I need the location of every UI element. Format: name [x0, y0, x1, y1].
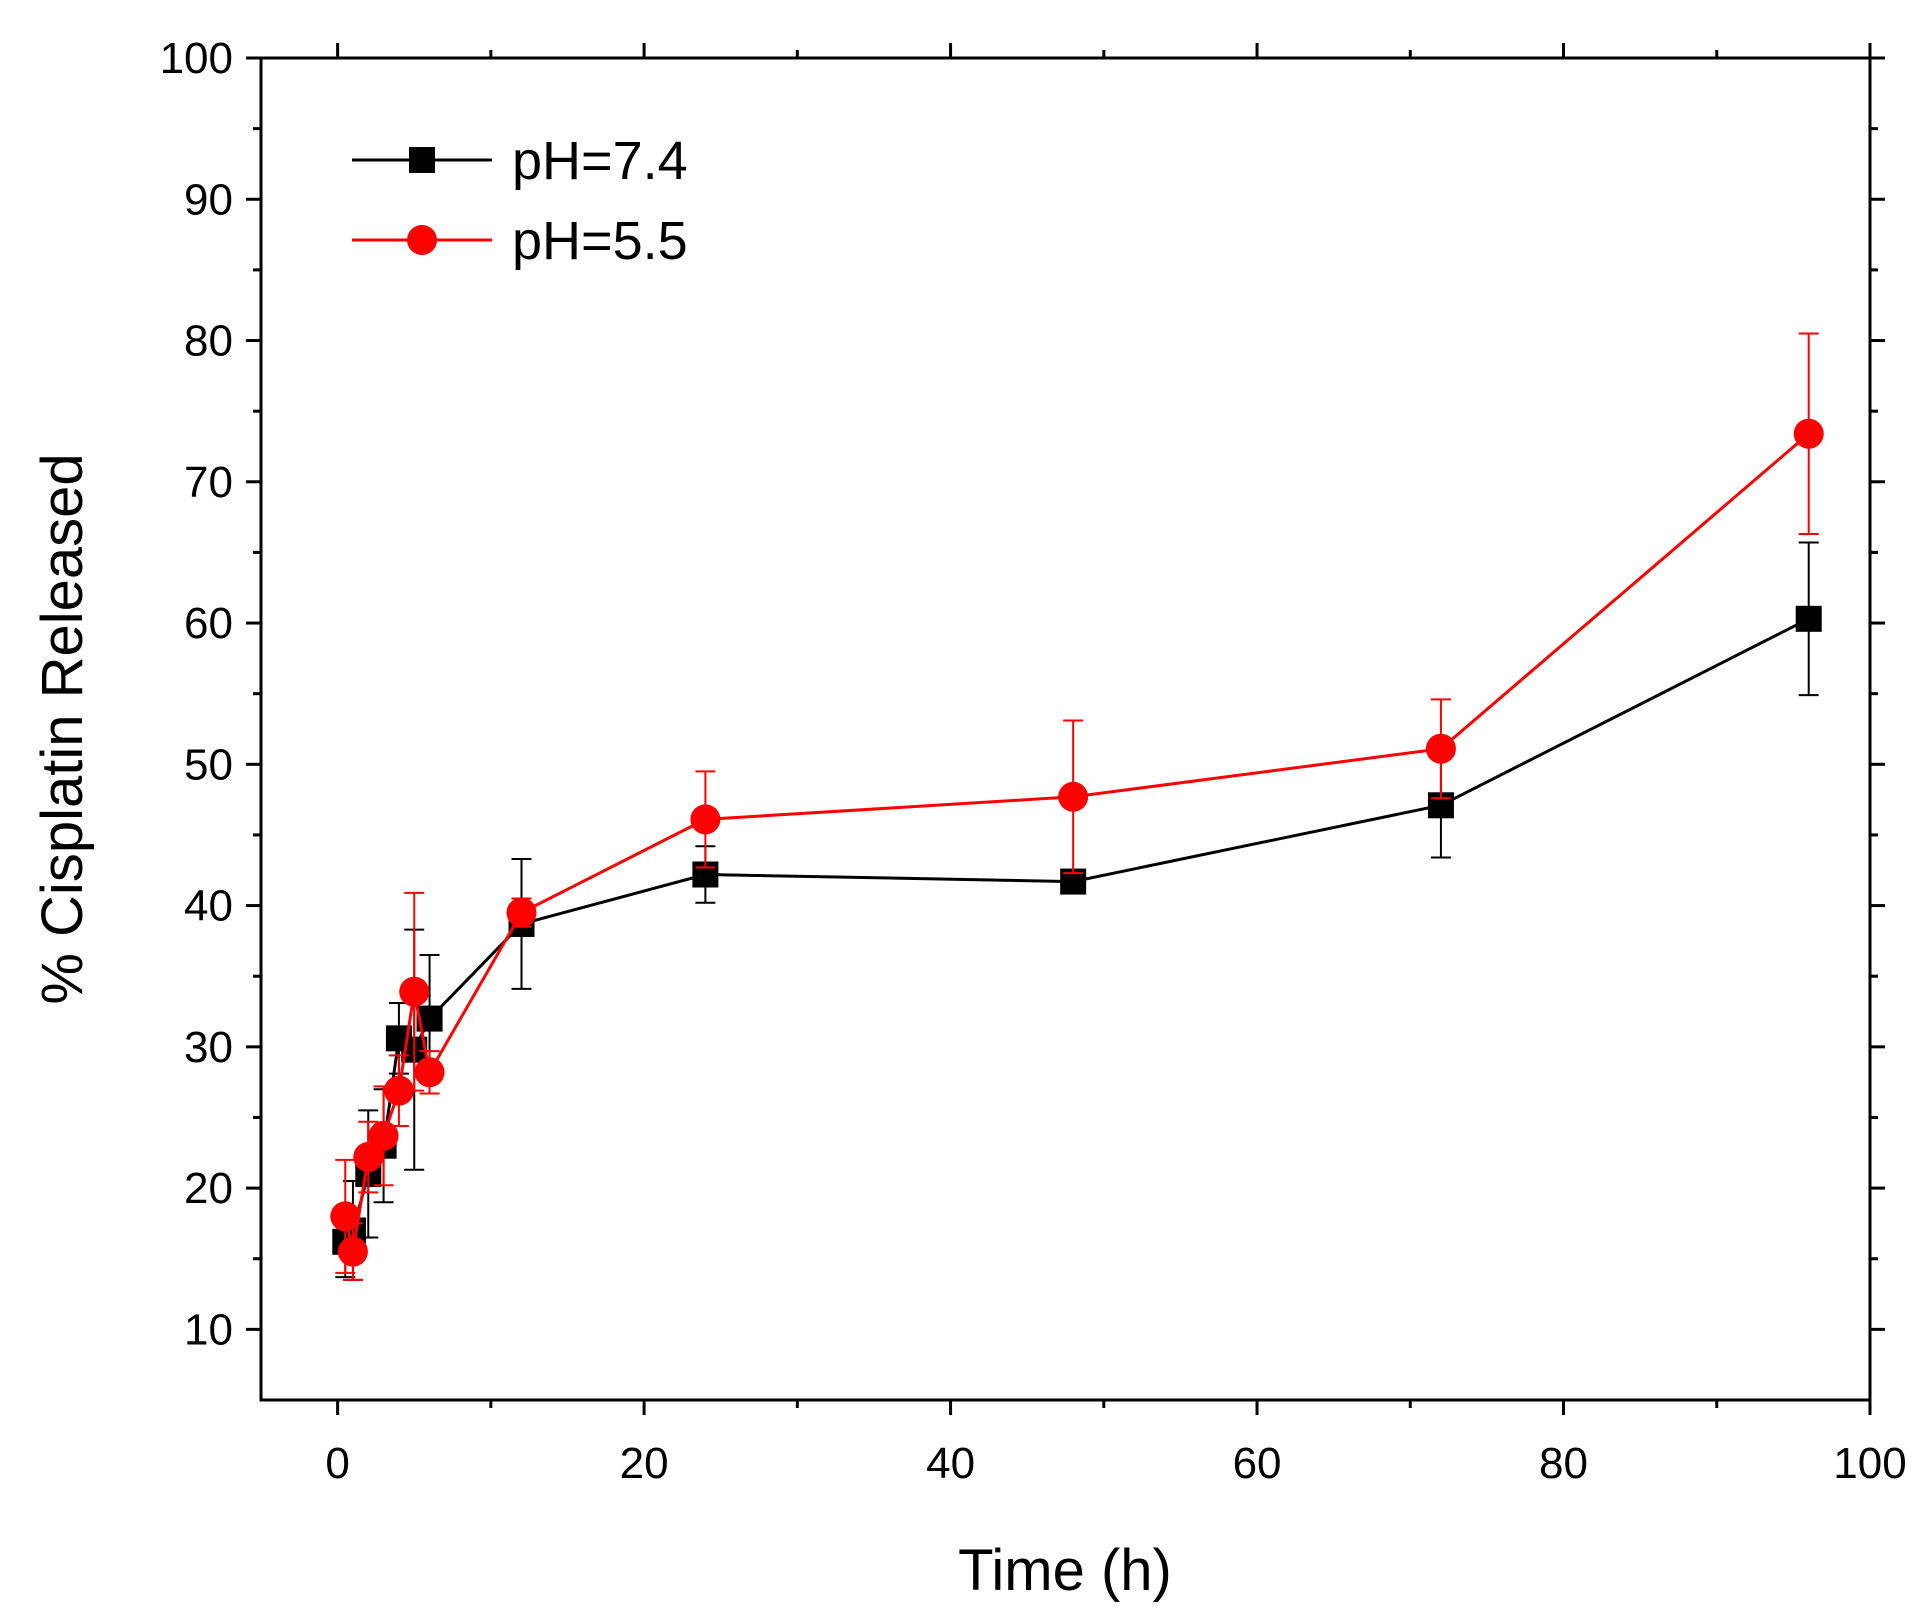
- y-axis-title: % Cisplatin Released: [30, 453, 95, 1004]
- data-point: [1795, 605, 1822, 632]
- x-tick-label: 40: [926, 1439, 975, 1488]
- legend: pH=7.4 pH=5.5: [352, 131, 688, 271]
- series-layer: [330, 332, 1824, 1281]
- x-axis-title: Time (h): [958, 1538, 1172, 1603]
- data-point: [506, 897, 537, 928]
- x-tick-label: 60: [1233, 1439, 1282, 1488]
- data-point: [368, 1120, 399, 1151]
- x-tick-label: 20: [620, 1439, 669, 1488]
- data-point: [414, 1057, 445, 1088]
- x-tick-label: 80: [1539, 1439, 1588, 1488]
- data-point: [399, 976, 430, 1007]
- legend-label-ph74: pH=7.4: [512, 131, 688, 191]
- data-point: [383, 1075, 414, 1106]
- y-tick-label: 50: [184, 740, 233, 789]
- series-ph74: [332, 541, 1822, 1281]
- legend-marker-ph74: [409, 147, 435, 173]
- data-point: [1058, 781, 1089, 812]
- series-ph55: [330, 332, 1824, 1281]
- x-axis: 0 20 40 60 80 100: [325, 43, 1907, 1488]
- y-tick-label: 100: [160, 34, 233, 83]
- data-point: [1793, 418, 1824, 449]
- legend-marker-ph55: [407, 225, 437, 255]
- series-line: [344, 617, 1810, 1243]
- y-tick-label: 30: [184, 1023, 233, 1072]
- series-line: [343, 432, 1810, 1252]
- data-point: [1425, 733, 1456, 764]
- y-axis: 10 20 30 40 50 60 70 80 90 100: [160, 34, 1885, 1354]
- plot-frame: [259, 56, 1872, 1402]
- y-tick-label: 80: [184, 317, 233, 366]
- y-tick-label: 20: [184, 1164, 233, 1213]
- y-tick-label: 90: [184, 175, 233, 224]
- y-tick-label: 70: [184, 458, 233, 507]
- y-tick-label: 40: [184, 882, 233, 931]
- legend-label-ph55: pH=5.5: [512, 211, 688, 271]
- y-tick-label: 10: [184, 1305, 233, 1354]
- data-point: [330, 1201, 361, 1232]
- data-point: [353, 1142, 384, 1173]
- data-point: [690, 804, 721, 835]
- y-tick-label: 60: [184, 599, 233, 648]
- x-tick-label: 0: [325, 1439, 349, 1488]
- x-tick-label: 100: [1833, 1439, 1906, 1488]
- data-point: [337, 1236, 368, 1267]
